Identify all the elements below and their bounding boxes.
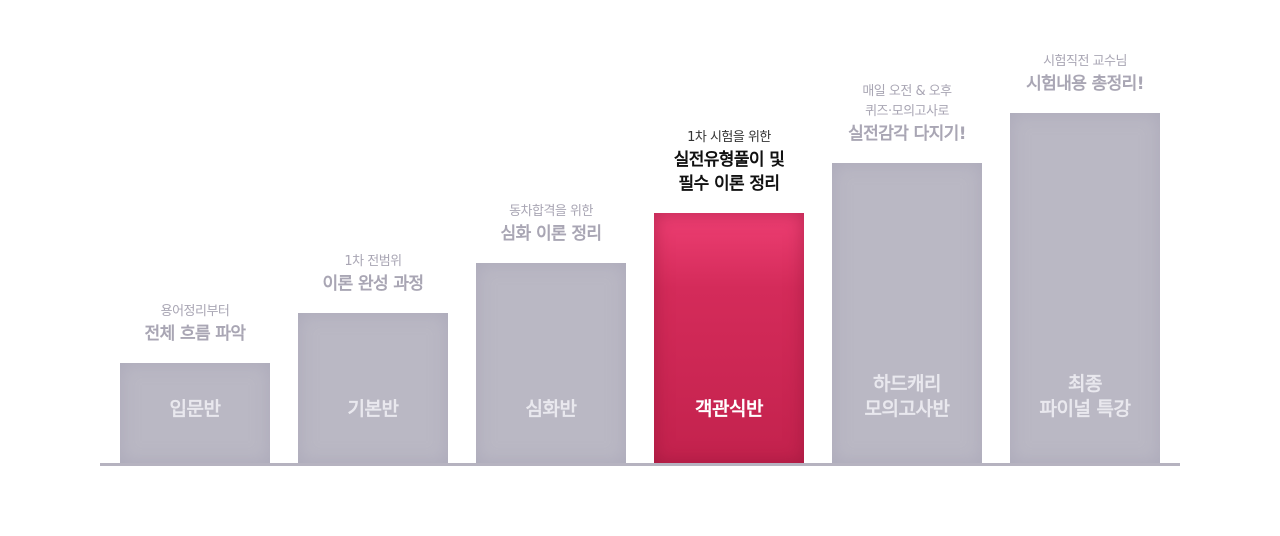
step-final-title: 시험내용 총정리! bbox=[1026, 74, 1144, 94]
step-advanced-title: 심화 이론 정리 bbox=[500, 224, 602, 244]
step-hardcarry-bar[interactable]: 하드캐리 모의고사반 bbox=[832, 163, 982, 463]
step-basic-label: 기본반 bbox=[347, 398, 399, 420]
step-final-label: 최종 파이널 특강 bbox=[1039, 373, 1131, 420]
step-intro-bar[interactable]: 입문반 bbox=[120, 363, 270, 463]
step-intro-caption: 용어정리부터 전체 흐름 파악 bbox=[80, 302, 310, 346]
step-objective-caption: 1차 시험을 위한 실전유형풀이 및 필수 이론 정리 bbox=[614, 128, 844, 196]
step-final-bar[interactable]: 최종 파이널 특강 bbox=[1010, 113, 1160, 463]
step-hardcarry-title: 실전감각 다지기! bbox=[848, 124, 966, 144]
step-basic-caption: 1차 전범위 이론 완성 과정 bbox=[258, 252, 488, 296]
step-advanced-subtitle: 동차합격을 위한 bbox=[509, 204, 593, 219]
step-basic-subtitle: 1차 전범위 bbox=[344, 254, 402, 269]
step-intro: 용어정리부터 전체 흐름 파악 입문반 bbox=[120, 290, 270, 463]
baseline-divider bbox=[100, 463, 1180, 466]
step-intro-title: 전체 흐름 파악 bbox=[144, 324, 246, 344]
step-objective-bar[interactable]: 객관식반 bbox=[654, 213, 804, 463]
step-objective-label: 객관식반 bbox=[695, 398, 763, 420]
step-objective-subtitle: 1차 시험을 위한 bbox=[687, 130, 771, 145]
step-objective-title: 실전유형풀이 및 필수 이론 정리 bbox=[673, 150, 785, 194]
step-hardcarry-caption: 매일 오전 & 오후 퀴즈·모의고사로 실전감각 다지기! bbox=[792, 82, 1022, 146]
step-objective: 1차 시험을 위한 실전유형풀이 및 필수 이론 정리 객관식반 bbox=[654, 118, 804, 463]
step-hardcarry: 매일 오전 & 오후 퀴즈·모의고사로 실전감각 다지기! 하드캐리 모의고사반 bbox=[832, 72, 982, 463]
step-hardcarry-subtitle: 매일 오전 & 오후 퀴즈·모의고사로 bbox=[862, 84, 952, 119]
step-basic: 1차 전범위 이론 완성 과정 기본반 bbox=[298, 240, 448, 463]
step-intro-subtitle: 용어정리부터 bbox=[160, 304, 230, 319]
step-advanced-caption: 동차합격을 위한 심화 이론 정리 bbox=[436, 202, 666, 246]
step-advanced-bar[interactable]: 심화반 bbox=[476, 263, 626, 463]
step-final-subtitle: 시험직전 교수님 bbox=[1043, 54, 1127, 69]
step-advanced-label: 심화반 bbox=[525, 398, 577, 420]
step-advanced: 동차합격을 위한 심화 이론 정리 심화반 bbox=[476, 190, 626, 463]
step-basic-bar[interactable]: 기본반 bbox=[298, 313, 448, 463]
step-intro-label: 입문반 bbox=[169, 398, 221, 420]
step-basic-title: 이론 완성 과정 bbox=[322, 274, 424, 294]
step-final-caption: 시험직전 교수님 시험내용 총정리! bbox=[970, 52, 1200, 96]
step-hardcarry-label: 하드캐리 모의고사반 bbox=[864, 373, 950, 420]
step-final: 시험직전 교수님 시험내용 총정리! 최종 파이널 특강 bbox=[1010, 42, 1160, 463]
